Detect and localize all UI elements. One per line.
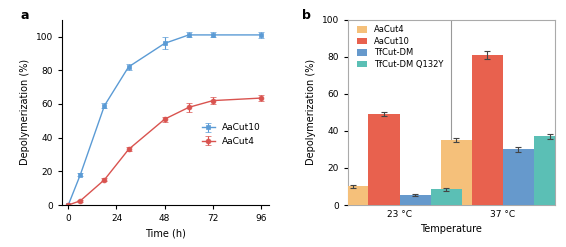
Legend: AaCut4, AaCut10, TfCut-DM, TfCut-DM Q132Y: AaCut4, AaCut10, TfCut-DM, TfCut-DM Q132… <box>354 22 447 72</box>
Bar <box>400 195 431 205</box>
X-axis label: Time (h): Time (h) <box>145 228 186 239</box>
Y-axis label: Depolymerization (%): Depolymerization (%) <box>20 59 31 165</box>
Bar <box>472 55 503 205</box>
Bar <box>503 149 534 205</box>
Y-axis label: Depolymerization (%): Depolymerization (%) <box>306 59 316 165</box>
Bar <box>431 189 462 205</box>
Bar <box>441 140 472 205</box>
Legend: AaCut10, AaCut4: AaCut10, AaCut4 <box>198 120 265 149</box>
Text: b: b <box>302 9 311 22</box>
Text: a: a <box>21 9 29 22</box>
X-axis label: Temperature: Temperature <box>421 225 482 234</box>
Bar <box>368 114 400 205</box>
Bar <box>337 186 368 205</box>
Bar <box>534 136 565 205</box>
